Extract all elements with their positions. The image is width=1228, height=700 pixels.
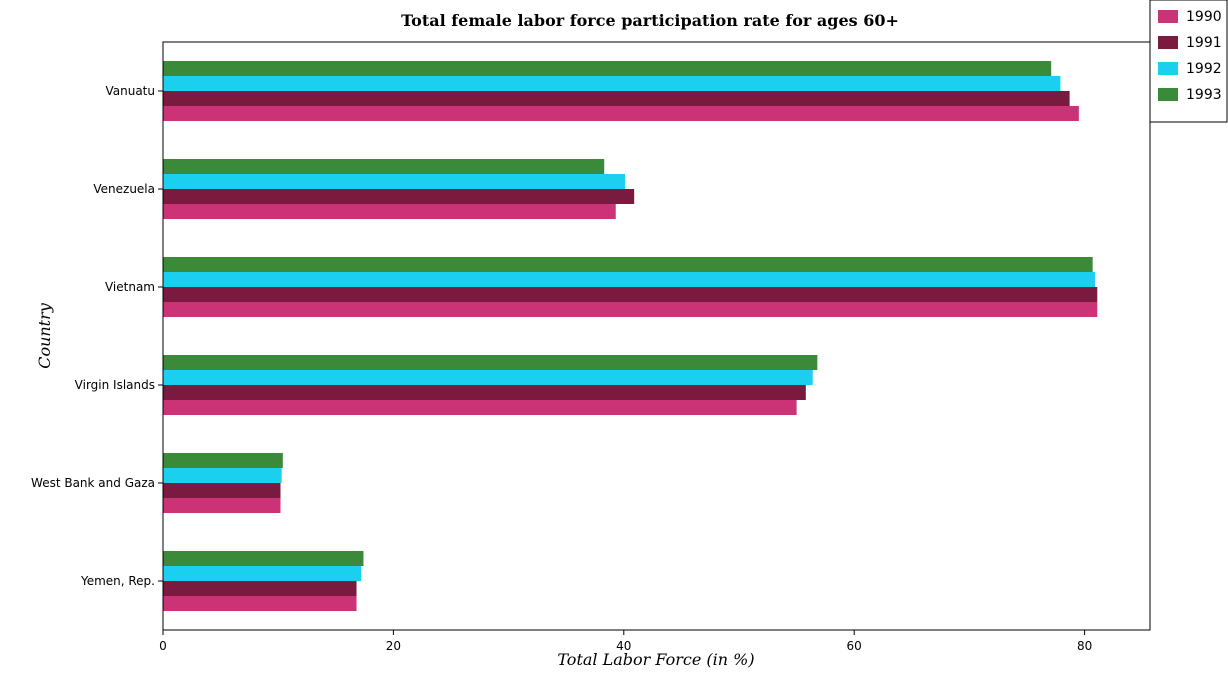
x-tick-label: 60	[847, 639, 862, 653]
bar-1990-vietnam	[163, 302, 1098, 317]
bar-1993-virgin-islands	[163, 355, 818, 370]
x-axis-ticks: 0 20 40 60 80	[159, 630, 1092, 653]
legend: 1990 1991 1992 1993	[1149, 0, 1228, 123]
bar-1991-vanuatu	[163, 91, 1070, 106]
bar-1990-venezuela	[163, 204, 616, 219]
bar-1991-virgin-islands	[163, 385, 806, 400]
legend-swatch-1991	[1158, 36, 1178, 49]
bar-1992-west-bank-and-gaza	[163, 468, 282, 483]
y-axis-ticks: Vanuatu Venezuela Vietnam Virgin Islands Wes…	[31, 84, 163, 588]
bar-1990-virgin-islands	[163, 400, 797, 415]
bar-1990-vanuatu	[163, 106, 1079, 121]
bar-1991-west-bank-and-gaza	[163, 483, 281, 498]
y-tick-label: Vietnam	[105, 280, 155, 294]
bar-1993-venezuela	[163, 159, 605, 174]
chart-title: Total female labor force participation r…	[401, 11, 899, 30]
bar-1993-vietnam	[163, 257, 1093, 272]
x-tick-label: 0	[159, 639, 167, 653]
bar-1991-venezuela	[163, 189, 635, 204]
y-axis-label: Country	[35, 302, 54, 369]
bar-1992-venezuela	[163, 174, 625, 189]
y-tick-label: Vanuatu	[105, 84, 155, 98]
y-tick-label: Yemen, Rep.	[80, 574, 155, 588]
bar-1990-west-bank-and-gaza	[163, 498, 281, 513]
x-axis-label: Total Labor Force (in %)	[557, 650, 754, 669]
x-tick-label: 80	[1077, 639, 1092, 653]
y-tick-label: Virgin Islands	[75, 378, 155, 392]
legend-label-1991: 1991	[1186, 35, 1222, 51]
bar-1992-yemen-rep-	[163, 566, 362, 581]
bar-1992-virgin-islands	[163, 370, 813, 385]
bar-1991-vietnam	[163, 287, 1098, 302]
bar-1992-vanuatu	[163, 76, 1061, 91]
plot-area	[163, 61, 1098, 611]
bar-1992-vietnam	[163, 272, 1095, 287]
x-tick-label: 40	[616, 639, 631, 653]
legend-swatch-1990	[1158, 10, 1178, 23]
y-tick-label: West Bank and Gaza	[31, 476, 155, 490]
bar-1991-yemen-rep-	[163, 581, 357, 596]
plot-frame	[162, 41, 1151, 631]
legend-label-1993: 1993	[1186, 87, 1222, 103]
y-tick-label: Venezuela	[93, 182, 155, 196]
bar-1993-vanuatu	[163, 61, 1052, 76]
bar-1993-west-bank-and-gaza	[163, 453, 283, 468]
bar-1993-yemen-rep-	[163, 551, 364, 566]
legend-swatch-1992	[1158, 62, 1178, 75]
bar-1990-yemen-rep-	[163, 596, 357, 611]
legend-label-1990: 1990	[1186, 9, 1222, 25]
legend-swatch-1993	[1158, 88, 1178, 101]
legend-label-1992: 1992	[1186, 61, 1222, 77]
x-tick-label: 20	[386, 639, 401, 653]
